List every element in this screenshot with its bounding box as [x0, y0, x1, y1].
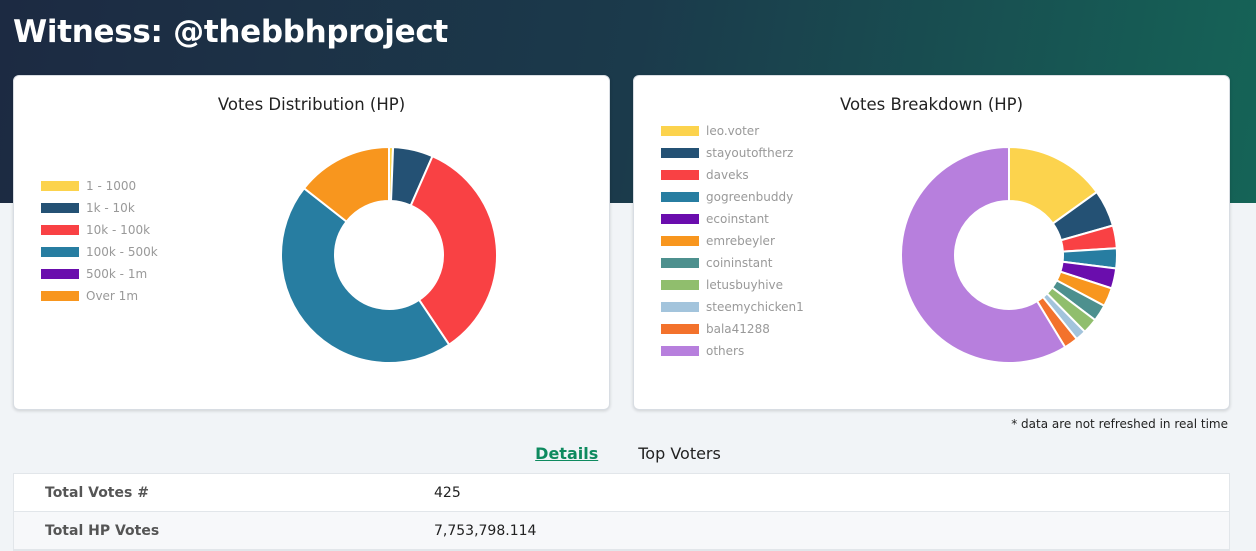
page-title: Witness: @thebbhproject — [13, 14, 448, 50]
legend-label: steemychicken1 — [706, 300, 804, 314]
legend-swatch — [661, 324, 699, 334]
row-value: 7,753,798.114 — [434, 522, 537, 539]
legend-label: leo.voter — [706, 124, 760, 138]
legend-item[interactable]: gogreenbuddy — [661, 186, 804, 208]
legend-swatch — [41, 203, 79, 213]
row-label: Total HP Votes — [45, 522, 160, 539]
legend-item[interactable]: daveks — [661, 164, 804, 186]
legend-item[interactable]: leo.voter — [661, 120, 804, 142]
donut-slice[interactable] — [900, 145, 1067, 364]
legend-item[interactable]: others — [661, 340, 804, 362]
breakdown-donut-chart — [900, 145, 1118, 364]
legend-label: 500k - 1m — [86, 267, 148, 281]
donut-slice[interactable] — [280, 186, 451, 364]
legend-item[interactable]: steemychicken1 — [661, 296, 804, 318]
legend-item[interactable]: letusbuyhive — [661, 274, 804, 296]
legend-label: bala41288 — [706, 322, 770, 336]
refresh-note: * data are not refreshed in real time — [1011, 417, 1228, 431]
legend-label: gogreenbuddy — [706, 190, 794, 204]
legend-label: letusbuyhive — [706, 278, 784, 292]
legend-swatch — [41, 247, 79, 257]
legend-swatch — [41, 291, 79, 301]
details-tabs: Details Top Voters — [0, 444, 1256, 463]
legend-swatch — [661, 280, 699, 290]
tab-details[interactable]: Details — [535, 444, 599, 463]
legend-label: ecoinstant — [706, 212, 769, 226]
legend-item[interactable]: stayoutoftherz — [661, 142, 804, 164]
votes-breakdown-card: Votes Breakdown (HP) leo.voter stayoutoft… — [633, 75, 1230, 410]
chart-legend: leo.voter stayoutoftherz daveks gogreenbudd… — [661, 120, 804, 362]
legend-item[interactable]: emrebeyler — [661, 230, 804, 252]
chart-legend: 1 - 1000 1k - 10k 10k - 100k 100k - 500k 500… — [41, 175, 158, 307]
legend-label: others — [706, 344, 745, 358]
legend-item[interactable]: bala41288 — [661, 318, 804, 340]
table-row: Total HP Votes 7,753,798.114 — [14, 512, 1229, 550]
row-value: 425 — [434, 484, 461, 501]
legend-item[interactable]: coininstant — [661, 252, 804, 274]
legend-swatch — [41, 225, 79, 235]
legend-swatch — [661, 148, 699, 158]
distribution-donut-chart — [280, 145, 498, 364]
legend-item[interactable]: 100k - 500k — [41, 241, 158, 263]
chart-title: Votes Breakdown (HP) — [839, 95, 1024, 114]
legend-swatch — [661, 192, 699, 202]
legend-label: 1k - 10k — [86, 201, 135, 215]
legend-item[interactable]: 1 - 1000 — [41, 175, 158, 197]
legend-label: 10k - 100k — [86, 223, 151, 237]
legend-swatch — [661, 170, 699, 180]
legend-swatch — [41, 181, 79, 191]
legend-item[interactable]: 1k - 10k — [41, 197, 158, 219]
legend-item[interactable]: 500k - 1m — [41, 263, 158, 285]
table-row: Total Votes # 425 — [14, 474, 1229, 512]
tab-top-voters[interactable]: Top Voters — [638, 444, 721, 463]
chart-title: Votes Distribution (HP) — [217, 95, 406, 114]
legend-swatch — [661, 126, 699, 136]
votes-distribution-card: Votes Distribution (HP) 1 - 1000 1k - 10k… — [13, 75, 610, 410]
legend-label: 100k - 500k — [86, 245, 158, 259]
legend-swatch — [41, 269, 79, 279]
legend-label: Over 1m — [86, 289, 139, 303]
legend-item[interactable]: ecoinstant — [661, 208, 804, 230]
donut-slice[interactable] — [302, 145, 390, 224]
legend-label: 1 - 1000 — [86, 179, 137, 193]
legend-item[interactable]: 10k - 100k — [41, 219, 158, 241]
legend-item[interactable]: Over 1m — [41, 285, 158, 307]
details-table: Total Votes # 425 Total HP Votes 7,753,7… — [13, 473, 1230, 551]
row-label: Total Votes # — [45, 484, 149, 501]
legend-swatch — [661, 214, 699, 224]
donut-slice[interactable] — [409, 154, 498, 347]
legend-swatch — [661, 236, 699, 246]
legend-label: coininstant — [706, 256, 773, 270]
legend-label: emrebeyler — [706, 234, 775, 248]
legend-swatch — [661, 346, 699, 356]
legend-swatch — [661, 302, 699, 312]
legend-label: stayoutoftherz — [706, 146, 794, 160]
legend-label: daveks — [706, 168, 749, 182]
legend-swatch — [661, 258, 699, 268]
